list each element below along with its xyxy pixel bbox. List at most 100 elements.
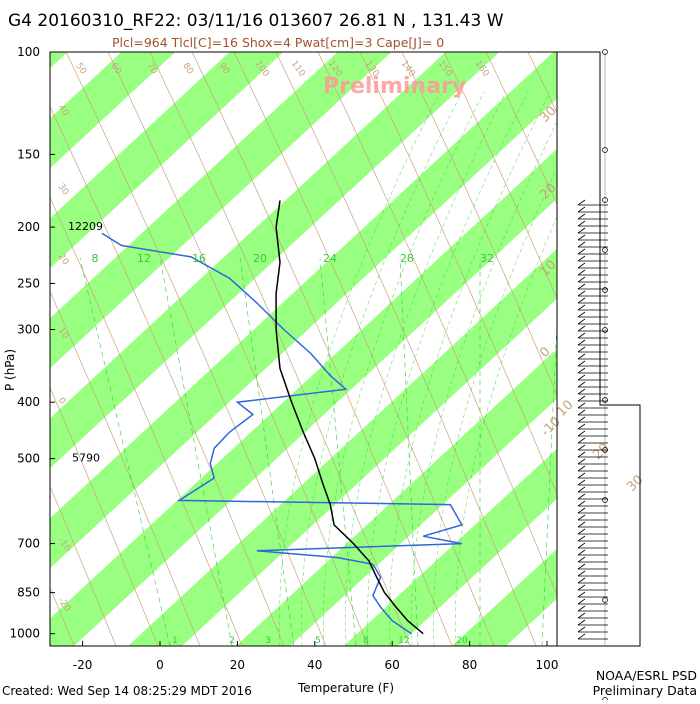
chart-title: G4 20160310_RF22: 03/11/16 013607 26.81 … [8,11,504,31]
wind-level-marker [602,327,608,333]
dry-adiabat-line [50,196,243,646]
x-tick-label: 40 [307,658,322,672]
wind-barb-flag [577,570,586,577]
footer-org: NOAA/ESRL PSD [596,668,697,683]
wind-barb-flag [577,206,586,213]
wind-level-marker [602,397,608,403]
wind-barb-flag [577,304,586,311]
y-tick-label: 200 [17,220,40,234]
wind-level-marker [602,447,608,453]
wind-barb-flag [577,633,586,640]
mixing-ratio-line [239,257,295,646]
moist-adiabat-label: -10 [538,414,564,440]
wind-barb-flag [577,444,586,451]
temperature-band [50,52,176,169]
wind-barb-flag [577,311,586,318]
dry-adiabat-line [485,52,557,206]
dry-adiabat-line [443,52,557,300]
y-tick-label: 150 [17,147,40,161]
dry-adiabat-line [570,52,700,646]
dry-adiabat-line [50,105,285,646]
mixing-ratio-line [399,257,419,646]
height-label: 5790 [72,452,100,465]
dry-adiabat-label: 50 [73,61,88,76]
wind-barb-flag [577,374,586,381]
mixing-ratio-bottom-label: 3 [265,636,271,646]
y-tick-label: 850 [17,586,40,600]
mixing-ratio-line [159,257,233,646]
temperature-bands [50,52,557,646]
wind-barb-flag [577,220,586,227]
x-axis-label: Temperature (F) [297,681,394,695]
footer-created: Created: Wed Sep 14 08:25:29 MDT 2016 [2,684,252,698]
wind-barb-flag [577,360,586,367]
wind-barb-flag [577,234,586,241]
temperature-band [344,448,557,646]
moist-adiabat-line [389,91,551,646]
x-tick-label: 0 [156,658,164,672]
wind-barb-flag [577,577,586,584]
dewpoint-profile [101,232,464,635]
y-tick-label: 100 [17,45,40,59]
dry-adiabat-line [149,52,411,646]
wind-panel-frame [557,51,641,647]
dry-adiabat-left-label: 30 [56,182,71,197]
y-tick-label: 1000 [9,627,40,641]
temperature-band [50,52,284,269]
wind-barb-flag [577,423,586,430]
wind-barb-flag [577,479,586,486]
wind-level-marker [602,287,608,293]
wind-barb-flag [577,437,586,444]
moist-adiabat-label: 30 [624,473,646,495]
mixing-ratio-label: 20 [253,252,267,265]
wind-barb-flag [577,283,586,290]
wind-barb-flag [577,248,586,255]
wind-barb-flag [577,500,586,507]
mixing-ratio-label: 16 [192,252,206,265]
wind-barb-flag [577,339,586,346]
wind-barb-flag [577,584,586,591]
x-axis: -20 0 20 40 60 80 100 [73,641,559,672]
wind-barb-flag [577,318,586,325]
temperature-band [50,148,557,646]
x-tick-label: 100 [536,658,559,672]
mixing-ratio-bottom-label: 20 [456,636,468,646]
wind-barb-flag [577,367,586,374]
moist-adiabat-line [301,91,463,646]
wind-level-marker [602,147,608,153]
wind-level-marker [602,247,608,253]
wind-barb-flag [577,451,586,458]
chart-subtitle: Plcl=964 Tlcl[C]=16 Shox=4 Pwat[cm]=3 Ca… [112,35,444,50]
dry-adiabat-label: 110 [289,59,307,79]
wind-barb-flag [577,199,586,206]
wind-barb-flag [577,325,586,332]
temperature-band [452,548,557,646]
moist-adiabat-line [279,91,441,646]
wind-barb-flag [577,549,586,556]
dry-adiabat-line [191,52,453,646]
temperature-band [128,248,557,646]
wind-barb-flag [577,262,586,269]
wind-barb-flag [577,388,586,395]
dry-adiabat-line [275,52,537,646]
mixing-ratio-label: 12 [137,252,151,265]
wind-barb-panel [557,49,641,703]
y-tick-label: 700 [17,537,40,551]
temperature-band [50,52,557,569]
mixing-ratio-line [541,316,557,646]
moist-adiabat-label: 20 [590,441,612,463]
moist-adiabat-line [323,91,485,646]
mixing-ratio-bottom-label: 2 [229,636,235,646]
x-tick-label: -20 [73,658,93,672]
mixing-ratio-bottom-label: 5 [315,636,321,646]
mixing-ratio-bottom-label: 12 [398,636,409,646]
temperature-band [50,52,68,69]
wind-barb-flag [577,297,586,304]
mixing-ratio-bottom-label: 8 [363,636,369,646]
wind-barb-flag [577,556,586,563]
mixing-ratio-label-group: 8 12 16 20 24 28 321 2 3 5 8 12 20 [92,252,495,646]
x-tick-label: 20 [230,658,245,672]
wind-barb-flag [577,626,586,633]
wind-barb-flag [577,619,586,626]
